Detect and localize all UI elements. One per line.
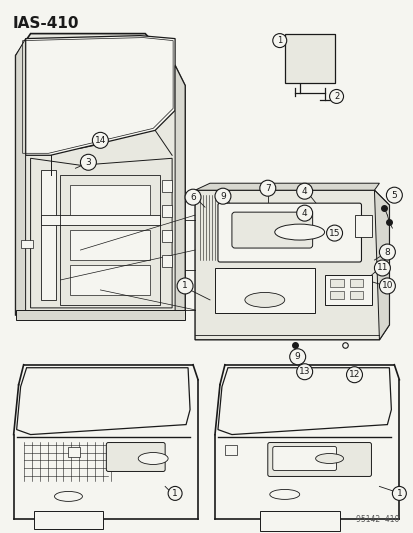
Polygon shape bbox=[70, 185, 150, 215]
Polygon shape bbox=[16, 310, 185, 320]
Bar bbox=[349, 279, 363, 287]
Polygon shape bbox=[217, 368, 390, 434]
FancyBboxPatch shape bbox=[217, 203, 361, 262]
Bar bbox=[354, 215, 372, 237]
FancyBboxPatch shape bbox=[272, 447, 336, 471]
Circle shape bbox=[329, 90, 343, 103]
Polygon shape bbox=[195, 183, 378, 190]
Bar bbox=[259, 511, 339, 531]
Text: 15: 15 bbox=[328, 229, 339, 238]
Text: 1: 1 bbox=[276, 36, 282, 45]
Bar bbox=[284, 34, 334, 84]
FancyBboxPatch shape bbox=[231, 212, 312, 248]
Text: 2: 2 bbox=[333, 92, 338, 101]
Bar bbox=[329, 291, 343, 299]
Text: 11: 11 bbox=[376, 263, 387, 272]
Bar bbox=[162, 180, 172, 192]
Polygon shape bbox=[17, 368, 190, 434]
Text: 14: 14 bbox=[95, 136, 106, 145]
Polygon shape bbox=[26, 36, 175, 155]
Bar bbox=[329, 279, 343, 287]
Circle shape bbox=[296, 205, 312, 221]
Circle shape bbox=[259, 180, 275, 196]
Polygon shape bbox=[373, 190, 389, 340]
Bar bbox=[33, 511, 103, 529]
Bar bbox=[68, 447, 80, 456]
Text: 1: 1 bbox=[396, 489, 401, 498]
Bar bbox=[162, 205, 172, 217]
Text: 13: 13 bbox=[298, 367, 310, 376]
Ellipse shape bbox=[269, 489, 299, 499]
Text: 1: 1 bbox=[182, 281, 188, 290]
Polygon shape bbox=[31, 158, 172, 308]
Bar bbox=[214, 268, 314, 313]
Circle shape bbox=[289, 349, 305, 365]
Circle shape bbox=[177, 278, 192, 294]
Text: 4: 4 bbox=[301, 208, 307, 217]
Ellipse shape bbox=[138, 453, 168, 464]
Polygon shape bbox=[195, 190, 389, 340]
Text: 95142  410: 95142 410 bbox=[355, 515, 399, 524]
Circle shape bbox=[378, 278, 394, 294]
Circle shape bbox=[168, 487, 182, 500]
Text: 1: 1 bbox=[172, 489, 178, 498]
Circle shape bbox=[385, 187, 401, 203]
Bar bbox=[21, 240, 33, 248]
Text: 12: 12 bbox=[348, 370, 359, 379]
Text: 9: 9 bbox=[294, 352, 300, 361]
Ellipse shape bbox=[244, 293, 284, 308]
Polygon shape bbox=[16, 38, 26, 315]
Circle shape bbox=[378, 244, 394, 260]
Text: 10: 10 bbox=[381, 281, 392, 290]
Polygon shape bbox=[40, 215, 160, 225]
Polygon shape bbox=[40, 170, 55, 300]
Circle shape bbox=[296, 183, 312, 199]
Bar bbox=[162, 255, 172, 267]
Circle shape bbox=[326, 225, 342, 241]
Ellipse shape bbox=[274, 224, 324, 240]
Polygon shape bbox=[70, 265, 150, 295]
Polygon shape bbox=[16, 34, 185, 315]
Bar bbox=[324, 275, 372, 305]
Text: 7: 7 bbox=[264, 184, 270, 193]
Circle shape bbox=[214, 188, 230, 204]
Circle shape bbox=[296, 364, 312, 379]
Circle shape bbox=[92, 132, 108, 148]
Text: 6: 6 bbox=[190, 193, 195, 201]
Circle shape bbox=[185, 189, 201, 205]
Text: 9: 9 bbox=[220, 192, 225, 201]
Ellipse shape bbox=[315, 454, 343, 464]
Ellipse shape bbox=[55, 491, 82, 502]
Text: 3: 3 bbox=[85, 158, 91, 167]
Bar bbox=[349, 291, 363, 299]
Circle shape bbox=[373, 260, 389, 276]
Text: 4: 4 bbox=[301, 187, 307, 196]
Text: 5: 5 bbox=[391, 191, 396, 200]
FancyBboxPatch shape bbox=[106, 442, 165, 472]
Circle shape bbox=[80, 154, 96, 170]
Bar bbox=[224, 445, 236, 455]
Circle shape bbox=[346, 367, 362, 383]
Polygon shape bbox=[70, 230, 150, 260]
Bar bbox=[162, 230, 172, 242]
FancyBboxPatch shape bbox=[267, 442, 370, 477]
Text: 8: 8 bbox=[384, 247, 389, 256]
Circle shape bbox=[392, 487, 405, 500]
Polygon shape bbox=[175, 66, 185, 315]
Circle shape bbox=[272, 34, 286, 47]
Text: IAS-410: IAS-410 bbox=[13, 15, 79, 31]
